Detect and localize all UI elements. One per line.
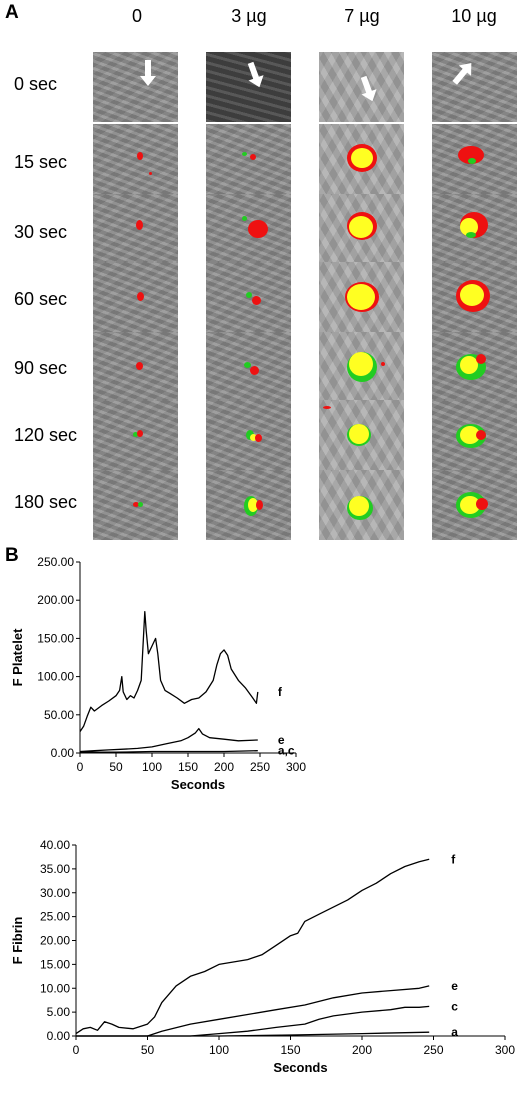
y-tick-label: 150.00	[37, 631, 74, 645]
micrograph-10ug-0sec	[432, 52, 517, 122]
x-tick-label: 300	[286, 760, 306, 774]
series-label: f	[278, 685, 283, 699]
micrograph-3ug-0sec	[206, 52, 291, 122]
x-tick-label: 150	[280, 1043, 300, 1057]
micrograph-3ug-30sec	[206, 194, 291, 264]
y-tick-label: 100.00	[37, 670, 74, 684]
y-axis-label: F Platelet	[10, 628, 25, 686]
y-tick-label: 5.00	[47, 1005, 71, 1019]
micrograph-0-180sec	[93, 470, 178, 540]
y-tick-label: 50.00	[44, 708, 74, 722]
series-label: a	[451, 1025, 458, 1039]
micrograph-7ug-60sec	[319, 262, 404, 332]
y-axis-label: F Fibrin	[10, 917, 25, 965]
y-tick-label: 20.00	[40, 934, 70, 948]
micrograph-10ug-15sec	[432, 124, 517, 194]
micrograph-3ug-90sec	[206, 332, 291, 402]
micrograph-7ug-180sec	[319, 470, 404, 540]
column-header-0: 0	[131, 6, 142, 26]
y-tick-label: 0.00	[47, 1029, 71, 1043]
series-line-e	[79, 727, 258, 753]
y-tick-label: 35.00	[40, 862, 70, 876]
arrow-icon	[247, 61, 264, 88]
series-label: e	[278, 733, 285, 747]
column-header-10ug: 10 µg	[451, 6, 497, 26]
x-tick-label: 0	[77, 760, 84, 774]
x-tick-label: 250	[423, 1043, 443, 1057]
micrograph-10ug-120sec	[432, 400, 517, 470]
x-axis-label: Seconds	[273, 1060, 327, 1075]
x-tick-label: 50	[109, 760, 123, 774]
x-tick-label: 300	[495, 1043, 515, 1057]
row-label-90sec: 90 sec	[14, 358, 68, 378]
arrow-icon	[140, 60, 156, 86]
micrograph-3ug-180sec	[206, 470, 291, 540]
micrograph-0-60sec	[93, 262, 178, 332]
x-tick-label: 0	[73, 1043, 80, 1057]
series-line-f	[75, 858, 430, 1035]
y-tick-label: 30.00	[40, 886, 70, 900]
micrograph-7ug-15sec	[319, 124, 404, 194]
micrograph-3ug-120sec	[206, 400, 291, 470]
panel-a-label: A	[5, 2, 19, 23]
column-header-7ug: 7 µg	[344, 6, 380, 26]
row-label-60sec: 60 sec	[14, 289, 68, 309]
row-label-0sec: 0 sec	[14, 74, 58, 94]
fibrin-chart: 0.00 5.00 10.00 15.00 20.00 25.00 30.00 35.00 40…	[10, 838, 515, 1075]
x-tick-label: 150	[178, 760, 198, 774]
y-tick-label: 200.00	[37, 593, 74, 607]
x-tick-label: 200	[352, 1043, 372, 1057]
micrograph-3ug-15sec	[206, 124, 291, 194]
x-axis-label: Seconds	[171, 777, 225, 792]
x-tick-label: 100	[142, 760, 162, 774]
series-line-f	[79, 611, 259, 732]
series-line-c	[76, 1005, 430, 1037]
y-tick-label: 250.00	[37, 555, 74, 569]
series-line-a	[76, 1031, 430, 1037]
arrow-icon	[452, 63, 472, 85]
micrograph-0-120sec	[93, 400, 178, 470]
micrograph-10ug-60sec	[432, 262, 517, 332]
micrograph-10ug-90sec	[432, 332, 517, 402]
y-tick-label: 25.00	[40, 910, 70, 924]
micrograph-3ug-60sec	[206, 262, 291, 332]
y-tick-label: 15.00	[40, 957, 70, 971]
series-label: f	[451, 852, 456, 866]
panel-b-label: B	[5, 545, 19, 566]
micrograph-7ug-90sec	[319, 332, 404, 402]
y-tick-label: 0.00	[51, 746, 75, 760]
series-label: c	[451, 999, 458, 1013]
column-header-3ug: 3 µg	[231, 6, 267, 26]
row-label-15sec: 15 sec	[14, 152, 68, 172]
series-line-e	[76, 985, 430, 1037]
micrograph-7ug-0sec	[319, 52, 404, 122]
micrograph-7ug-120sec	[319, 400, 404, 470]
series-line-ac	[80, 750, 258, 753]
x-tick-label: 200	[214, 760, 234, 774]
micrograph-10ug-180sec	[432, 470, 517, 540]
y-tick-label: 40.00	[40, 838, 70, 852]
micrograph-0-0sec	[93, 52, 178, 122]
x-tick-label: 50	[141, 1043, 155, 1057]
x-tick-label: 250	[250, 760, 270, 774]
micrograph-7ug-30sec	[319, 194, 404, 264]
micrograph-0-15sec	[93, 124, 178, 194]
micrograph-0-90sec	[93, 332, 178, 402]
series-label: e	[451, 979, 458, 993]
row-label-120sec: 120 sec	[14, 425, 78, 445]
platelet-chart: 0.00 50.00 100.00 150.00 200.00 250.00 0 50 100 1…	[10, 555, 306, 792]
series-label: a,c	[278, 744, 295, 758]
x-tick-label: 100	[209, 1043, 229, 1057]
y-tick-label: 10.00	[40, 981, 70, 995]
micrograph-0-30sec	[93, 194, 178, 264]
row-label-30sec: 30 sec	[14, 222, 68, 242]
row-label-180sec: 180 sec	[14, 492, 78, 512]
arrow-icon	[360, 75, 377, 102]
micrograph-10ug-30sec	[432, 194, 517, 264]
